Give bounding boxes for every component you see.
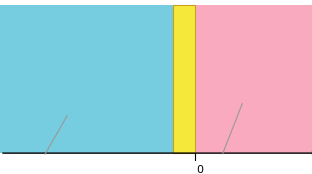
Bar (173, 5, 195, 153)
Bar (195, 5, 312, 153)
Bar (0, 5, 173, 153)
Text: 0: 0 (197, 165, 203, 174)
